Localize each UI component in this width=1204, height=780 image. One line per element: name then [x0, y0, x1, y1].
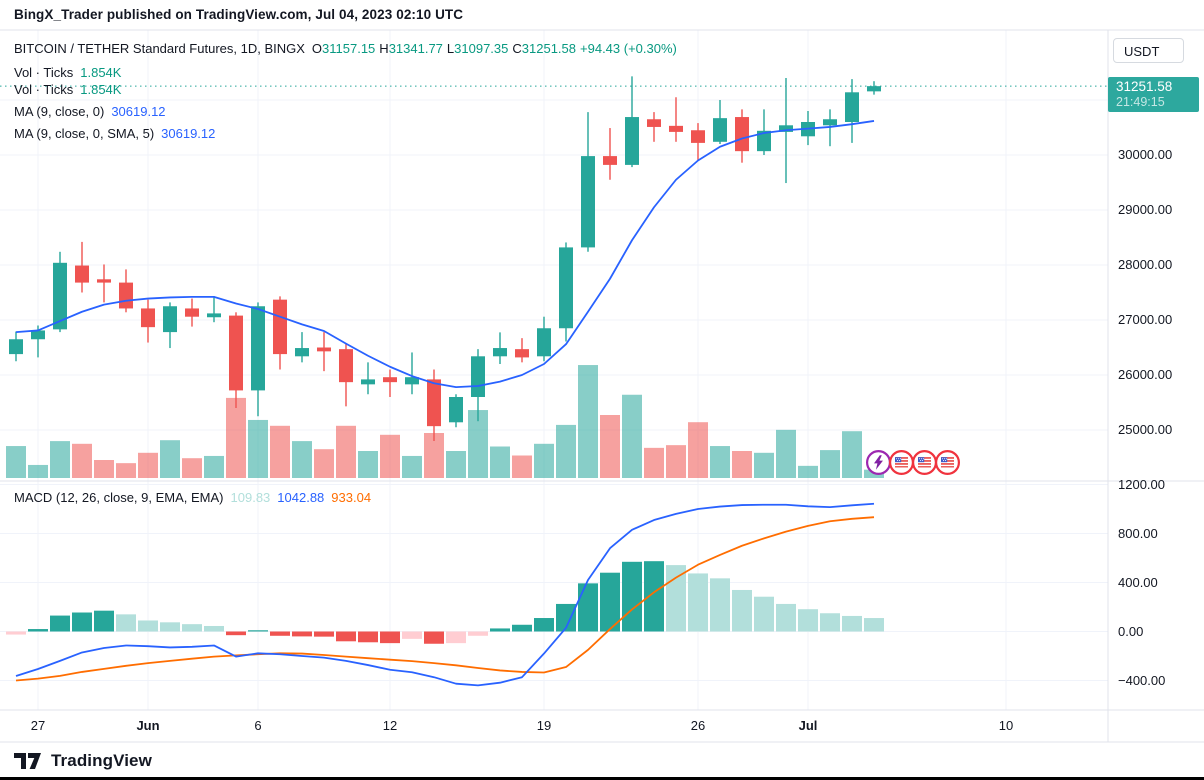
time-tick: 6	[254, 718, 262, 733]
volume-label: Vol · Ticks	[14, 65, 74, 80]
ohlc-low-value: 31097.35	[454, 41, 509, 56]
ohlc-high-value: 31341.77	[388, 41, 443, 56]
change-value: +94.43 (+0.30%)	[580, 41, 677, 56]
price-tick: 28000.00	[1118, 257, 1173, 272]
volume-value: 1.854K	[80, 65, 122, 80]
macd-legend-row[interactable]: MACD (12, 26, close, 9, EMA, EMA) 109.83 1…	[14, 490, 371, 505]
symbol-legend-row[interactable]: BITCOIN / TETHER Standard Futures, 1D, B…	[14, 41, 677, 56]
time-tick: Jul	[798, 718, 818, 733]
ohlc-open-value: 31157.15	[322, 41, 376, 56]
time-tick: 10	[998, 718, 1014, 733]
volume-legend-row-2[interactable]: Vol · Ticks 1.854K	[14, 82, 121, 97]
macd-title: MACD (12, 26, close, 9, EMA, EMA)	[14, 490, 224, 505]
footer: TradingView	[14, 747, 152, 775]
macd-histogram-value: 109.83	[230, 490, 271, 505]
macd-tick: 400.00	[1118, 574, 1158, 590]
macd-tick: 0.00	[1118, 623, 1144, 639]
macd-tick: −400.00	[1118, 672, 1166, 688]
ma-value: 30619.12	[111, 104, 166, 119]
ma-value: 30619.12	[161, 126, 216, 141]
price-tick: 25000.00	[1118, 422, 1173, 437]
price-tick: 29000.00	[1118, 202, 1173, 217]
time-tick: 27	[30, 718, 46, 733]
time-tick: 12	[382, 718, 398, 733]
brand-text[interactable]: TradingView	[51, 751, 152, 770]
publish-header: BingX_Trader published on TradingView.co…	[0, 0, 1204, 30]
us-flag-event-icon[interactable]	[911, 449, 938, 476]
last-price-value: 31251.58	[1116, 79, 1173, 94]
ohlc-open-label: O	[311, 41, 323, 56]
tradingview-logo-icon[interactable]	[14, 751, 42, 771]
time-tick: 19	[536, 718, 552, 733]
volume-label: Vol · Ticks	[14, 82, 74, 97]
ma-legend-row-2[interactable]: MA (9, close, 0, SMA, 5) 30619.12	[14, 126, 215, 141]
macd-tick: 800.00	[1118, 525, 1158, 541]
volume-value: 1.854K	[80, 82, 122, 97]
last-price-badge: 31251.58 21:49:15	[1108, 77, 1199, 112]
symbol-title: BITCOIN / TETHER Standard Futures, 1D, B…	[14, 41, 305, 56]
price-tick: 30000.00	[1118, 147, 1173, 162]
macd-line-value: 1042.88	[277, 490, 325, 505]
time-axis[interactable]: 27 Jun 6 12 19 26 Jul 10	[0, 710, 1108, 742]
us-flag-event-icon[interactable]	[934, 449, 961, 476]
ohlc-close-value: 31251.58	[521, 41, 577, 56]
price-tick: 27000.00	[1118, 312, 1173, 327]
ohlc-high-label: H	[379, 41, 389, 56]
currency-button[interactable]: USDT	[1113, 38, 1184, 63]
volume-legend-row-1[interactable]: Vol · Ticks 1.854K	[14, 65, 121, 80]
time-tick: Jun	[136, 718, 160, 733]
ohlc-close-label: C	[512, 41, 522, 56]
price-axis[interactable]: USDT 31251.58 21:49:15 30000.00 29000.00 2…	[1108, 30, 1204, 742]
time-tick: 26	[690, 718, 706, 733]
price-tick: 26000.00	[1118, 367, 1173, 382]
ma-legend-row-1[interactable]: MA (9, close, 0) 30619.12	[14, 104, 166, 119]
currency-label: USDT	[1124, 44, 1160, 59]
bar-countdown: 21:49:15	[1116, 95, 1165, 109]
publish-text: BingX_Trader published on TradingView.co…	[14, 7, 464, 22]
macd-tick: 1200.00	[1118, 476, 1165, 492]
us-flag-event-icon[interactable]	[888, 449, 915, 476]
ma-label: MA (9, close, 0)	[14, 104, 105, 119]
macd-signal-value: 933.04	[331, 490, 372, 505]
ohlc-low-label: L	[446, 41, 455, 56]
bottom-border	[0, 777, 1204, 780]
event-markers	[865, 449, 961, 476]
ma-label: MA (9, close, 0, SMA, 5)	[14, 126, 155, 141]
